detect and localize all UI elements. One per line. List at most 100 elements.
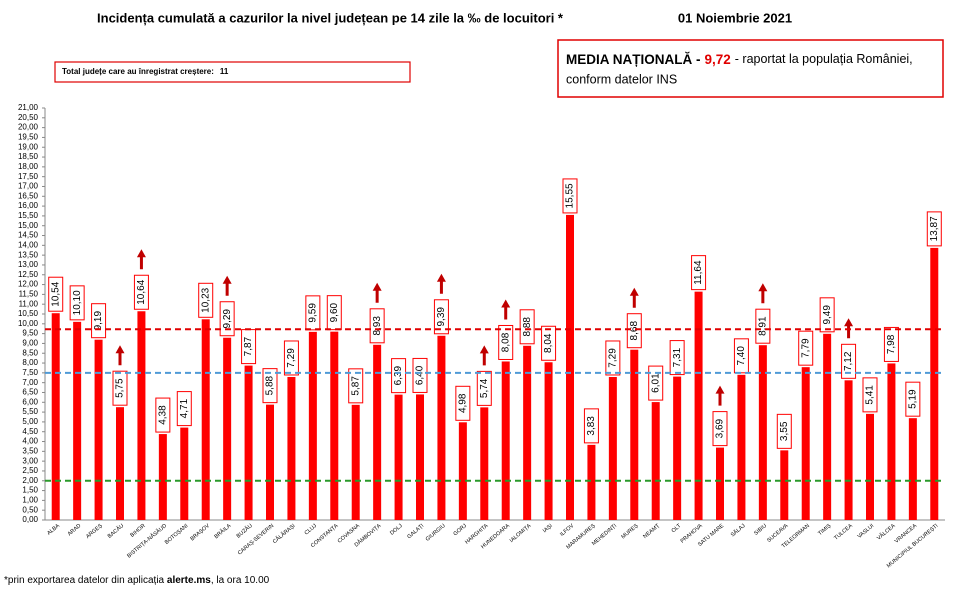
y-tick-label: 1,00 [22,495,38,504]
y-tick-label: 14,50 [18,231,39,240]
value-label-box [391,358,407,394]
bar [908,418,917,520]
bar [801,367,810,520]
value-label: 15,55 [565,183,576,208]
y-tick-label: 8,50 [22,348,38,357]
value-label-box [219,301,235,337]
value-label: 9,49 [822,305,833,325]
y-tick-label: 0,50 [22,505,38,514]
bar [180,427,189,520]
x-tick-label: GALAȚI [406,523,425,540]
value-label: 5,88 [265,375,276,395]
media-text2: conform datelor INS [566,72,677,86]
value-label-box [669,340,685,376]
value-label-box [326,295,342,331]
value-label-box [691,255,707,291]
value-label: 9,59 [307,303,318,323]
bar [866,413,874,520]
value-label-box [155,397,171,433]
bar [437,335,446,520]
x-tick-label: IAȘI [542,523,554,535]
bar [458,422,467,520]
bar [694,291,703,520]
value-label-box [605,340,621,376]
x-tick-label: SIBIU [753,523,768,537]
bar [480,407,489,520]
x-tick-label: CĂLĂRAȘI [271,522,297,545]
y-tick-label: 12,50 [18,270,39,279]
y-tick-label: 21,00 [18,103,39,112]
x-tick-label: DOLJ [389,523,404,537]
y-tick-label: 4,50 [22,427,38,436]
x-tick-label: ILFOV [559,523,575,538]
y-tick-label: 4,00 [22,437,38,446]
media-text: - raportat la populația României, [735,52,913,66]
value-label-box [733,338,749,374]
value-label-box [798,330,814,366]
x-tick-label: SĂLAJ [729,522,747,538]
y-tick-label: 7,00 [22,378,38,387]
bar [116,407,124,520]
increase-arrow [715,385,725,406]
bar [887,363,896,520]
bar [287,376,296,520]
y-tick-label: 17,00 [18,182,39,191]
value-label: 6,40 [415,365,426,385]
value-label-box [755,308,771,344]
footnote: *prin exportarea datelor din aplicația a… [4,575,270,586]
x-tick-label: BUZĂU [235,522,254,539]
value-label-box [412,357,428,393]
x-tick-label: MUREȘ [620,523,639,541]
y-tick-label: 3,00 [22,456,38,465]
x-tick-label: TIMIȘ [817,523,832,537]
value-label: 8,91 [757,316,768,336]
increase-label: Total județe care au înregistrat creșter… [62,67,214,76]
value-label-box [862,377,878,413]
media-box [557,39,944,98]
y-tick-label: 11,00 [19,299,39,308]
value-label: 8,68 [629,321,640,341]
bar [266,404,274,520]
value-label: 7,79 [800,338,811,358]
bar [844,380,853,520]
x-tick-label: VASLUI [857,523,876,540]
value-label: 7,29 [607,348,618,368]
increase-arrow [136,249,146,270]
x-tick-label: VÂLCEA [876,522,897,542]
y-tick-label: 19,50 [18,133,39,142]
y-tick-label: 13,00 [18,260,39,269]
bar [758,345,767,520]
value-label-box [69,285,85,321]
y-tick-label: 15,50 [18,211,39,220]
bar [201,319,210,520]
value-label: 5,19 [907,389,918,409]
value-label-box [519,309,535,345]
value-label: 9,39 [436,307,447,327]
value-label-box [926,211,942,247]
x-tick-label: NEAMȚ [642,523,661,540]
value-label: 6,39 [393,365,404,385]
value-label: 4,71 [179,398,190,418]
y-tick-label: 18,00 [18,162,39,171]
y-tick-label: 5,50 [22,407,38,416]
y-tick-label: 5,00 [22,417,38,426]
value-label-box [348,368,364,404]
value-label-box [498,324,514,360]
bar [823,333,832,520]
value-label: 3,83 [586,416,597,436]
increase-arrow [436,273,446,294]
y-tick-label: 20,50 [18,113,39,122]
value-label-box [841,343,857,379]
value-label: 10,64 [136,279,147,304]
bar [137,311,146,520]
y-tick-label: 1,50 [22,486,38,495]
x-tick-label: ARAD [67,523,83,537]
value-label: 5,41 [865,385,876,405]
value-label: 7,29 [286,348,297,368]
x-tick-label: ALBA [46,523,61,537]
value-label: 7,87 [243,336,254,356]
y-tick-label: 13,50 [18,250,39,259]
increase-count: 11 [220,67,229,76]
value-label: 10,23 [200,287,211,312]
y-tick-label: 17,50 [18,172,39,181]
